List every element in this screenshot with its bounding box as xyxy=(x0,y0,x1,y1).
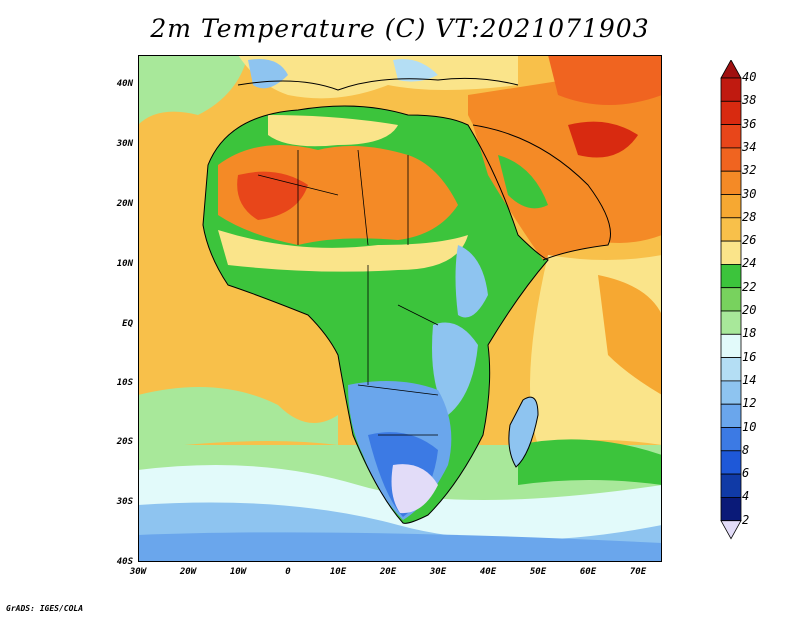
colorbar-label: 8 xyxy=(742,442,750,457)
colorbar-swatch xyxy=(720,496,742,522)
colorbar-swatch xyxy=(720,380,742,405)
madagascar-island xyxy=(508,397,538,467)
colorbar-label: 12 xyxy=(742,396,757,411)
atlantic-region xyxy=(138,387,338,450)
colorbar-swatch xyxy=(720,357,742,382)
lat-tick-label: 10N xyxy=(116,259,133,269)
sahara-region xyxy=(237,171,308,220)
indian-ocean-region xyxy=(518,439,662,485)
atlantic-region xyxy=(138,165,218,355)
east-africa-highlands xyxy=(432,322,478,415)
colorbar-swatch xyxy=(720,333,742,358)
country-border xyxy=(257,149,439,436)
coastline xyxy=(508,396,539,468)
lon-tick-label: 10W xyxy=(229,567,247,577)
chart-title: 2m Temperature (C) VT:2021071903 xyxy=(150,14,650,43)
sahel-region xyxy=(218,230,468,272)
colorbar-label: 34 xyxy=(742,139,757,154)
coastline xyxy=(202,105,549,524)
colorbar xyxy=(720,60,742,540)
map-frame xyxy=(138,55,662,562)
lat-tick-label: EQ xyxy=(122,319,133,329)
colorbar-label: 2 xyxy=(742,512,750,527)
colorbar-swatch xyxy=(720,450,742,475)
colorbar-swatch xyxy=(720,100,742,125)
colorbar-label: 36 xyxy=(742,116,757,131)
colorbar-swatch xyxy=(720,240,742,265)
lon-tick-label: 20W xyxy=(179,567,197,577)
colorbar-swatch xyxy=(720,403,742,428)
lon-tick-label: 30W xyxy=(129,567,147,577)
colorbar-label: 22 xyxy=(742,279,757,294)
east-africa-highlands xyxy=(455,245,488,318)
lon-tick-label: 40E xyxy=(479,567,497,577)
lon-tick-label: 30E xyxy=(429,567,447,577)
lon-tick-label: 60E xyxy=(579,567,597,577)
colorbar-swatch xyxy=(720,217,742,242)
indian-ocean-region xyxy=(598,275,662,395)
colorbar-swatch xyxy=(720,473,742,498)
middle-east-region xyxy=(468,65,662,243)
colorbar-label: 6 xyxy=(742,466,750,481)
colorbar-label: 32 xyxy=(742,163,757,178)
europe-region xyxy=(238,55,518,99)
colorbar-label: 40 xyxy=(742,70,757,84)
coastline xyxy=(472,124,611,261)
europe-region xyxy=(393,59,438,82)
colorbar-arrow-top xyxy=(720,60,742,79)
sahara-region xyxy=(268,115,398,147)
lat-tick-label: 40S xyxy=(116,557,133,567)
colorbar-swatch xyxy=(720,77,742,102)
middle-east-region xyxy=(548,55,662,105)
colorbar-label: 24 xyxy=(742,256,757,271)
lon-tick-label: 70E xyxy=(629,567,647,577)
colorbar-swatch xyxy=(720,194,742,219)
colorbar-swatch xyxy=(720,147,742,172)
lat-tick-label: 10S xyxy=(116,378,133,388)
colorbar-label: 14 xyxy=(742,372,757,387)
arabia-region xyxy=(498,155,548,209)
colorbar-label: 18 xyxy=(742,326,757,341)
colorbar-swatch xyxy=(720,310,742,335)
colorbar-swatch xyxy=(720,427,742,452)
colorbar-label: 16 xyxy=(742,349,757,364)
colorbar-swatch xyxy=(720,170,742,195)
colorbar-label: 38 xyxy=(742,93,757,108)
temperature-map xyxy=(138,55,662,562)
lat-tick-label: 20N xyxy=(116,199,133,209)
colorbar-swatch xyxy=(720,124,742,149)
credit-text: GrADS: IGES/COLA xyxy=(6,604,84,613)
coastline xyxy=(237,77,519,91)
lon-tick-label: 20E xyxy=(379,567,397,577)
lat-tick-label: 30S xyxy=(116,497,133,507)
atlantic-region xyxy=(138,55,248,125)
southern-ocean-band xyxy=(138,532,662,562)
colorbar-label: 10 xyxy=(742,419,757,434)
colorbar-label: 20 xyxy=(742,303,757,317)
colorbar-label: 26 xyxy=(742,233,757,248)
colorbar-label: 4 xyxy=(742,489,750,504)
middle-east-region xyxy=(568,121,638,158)
southern-africa-region xyxy=(391,464,438,514)
colorbar-swatch xyxy=(720,263,742,289)
colorbar-label: 30 xyxy=(742,186,757,201)
lon-tick-label: 10E xyxy=(329,567,347,577)
lon-tick-label: 0 xyxy=(285,567,291,577)
colorbar-arrow-bottom xyxy=(720,520,742,540)
lat-tick-label: 30N xyxy=(116,139,133,149)
lat-tick-label: 20S xyxy=(116,437,133,447)
lon-tick-label: 50E xyxy=(529,567,547,577)
lat-tick-label: 40N xyxy=(116,79,133,89)
colorbar-label: 28 xyxy=(742,209,757,224)
colorbar-swatch xyxy=(720,287,742,312)
